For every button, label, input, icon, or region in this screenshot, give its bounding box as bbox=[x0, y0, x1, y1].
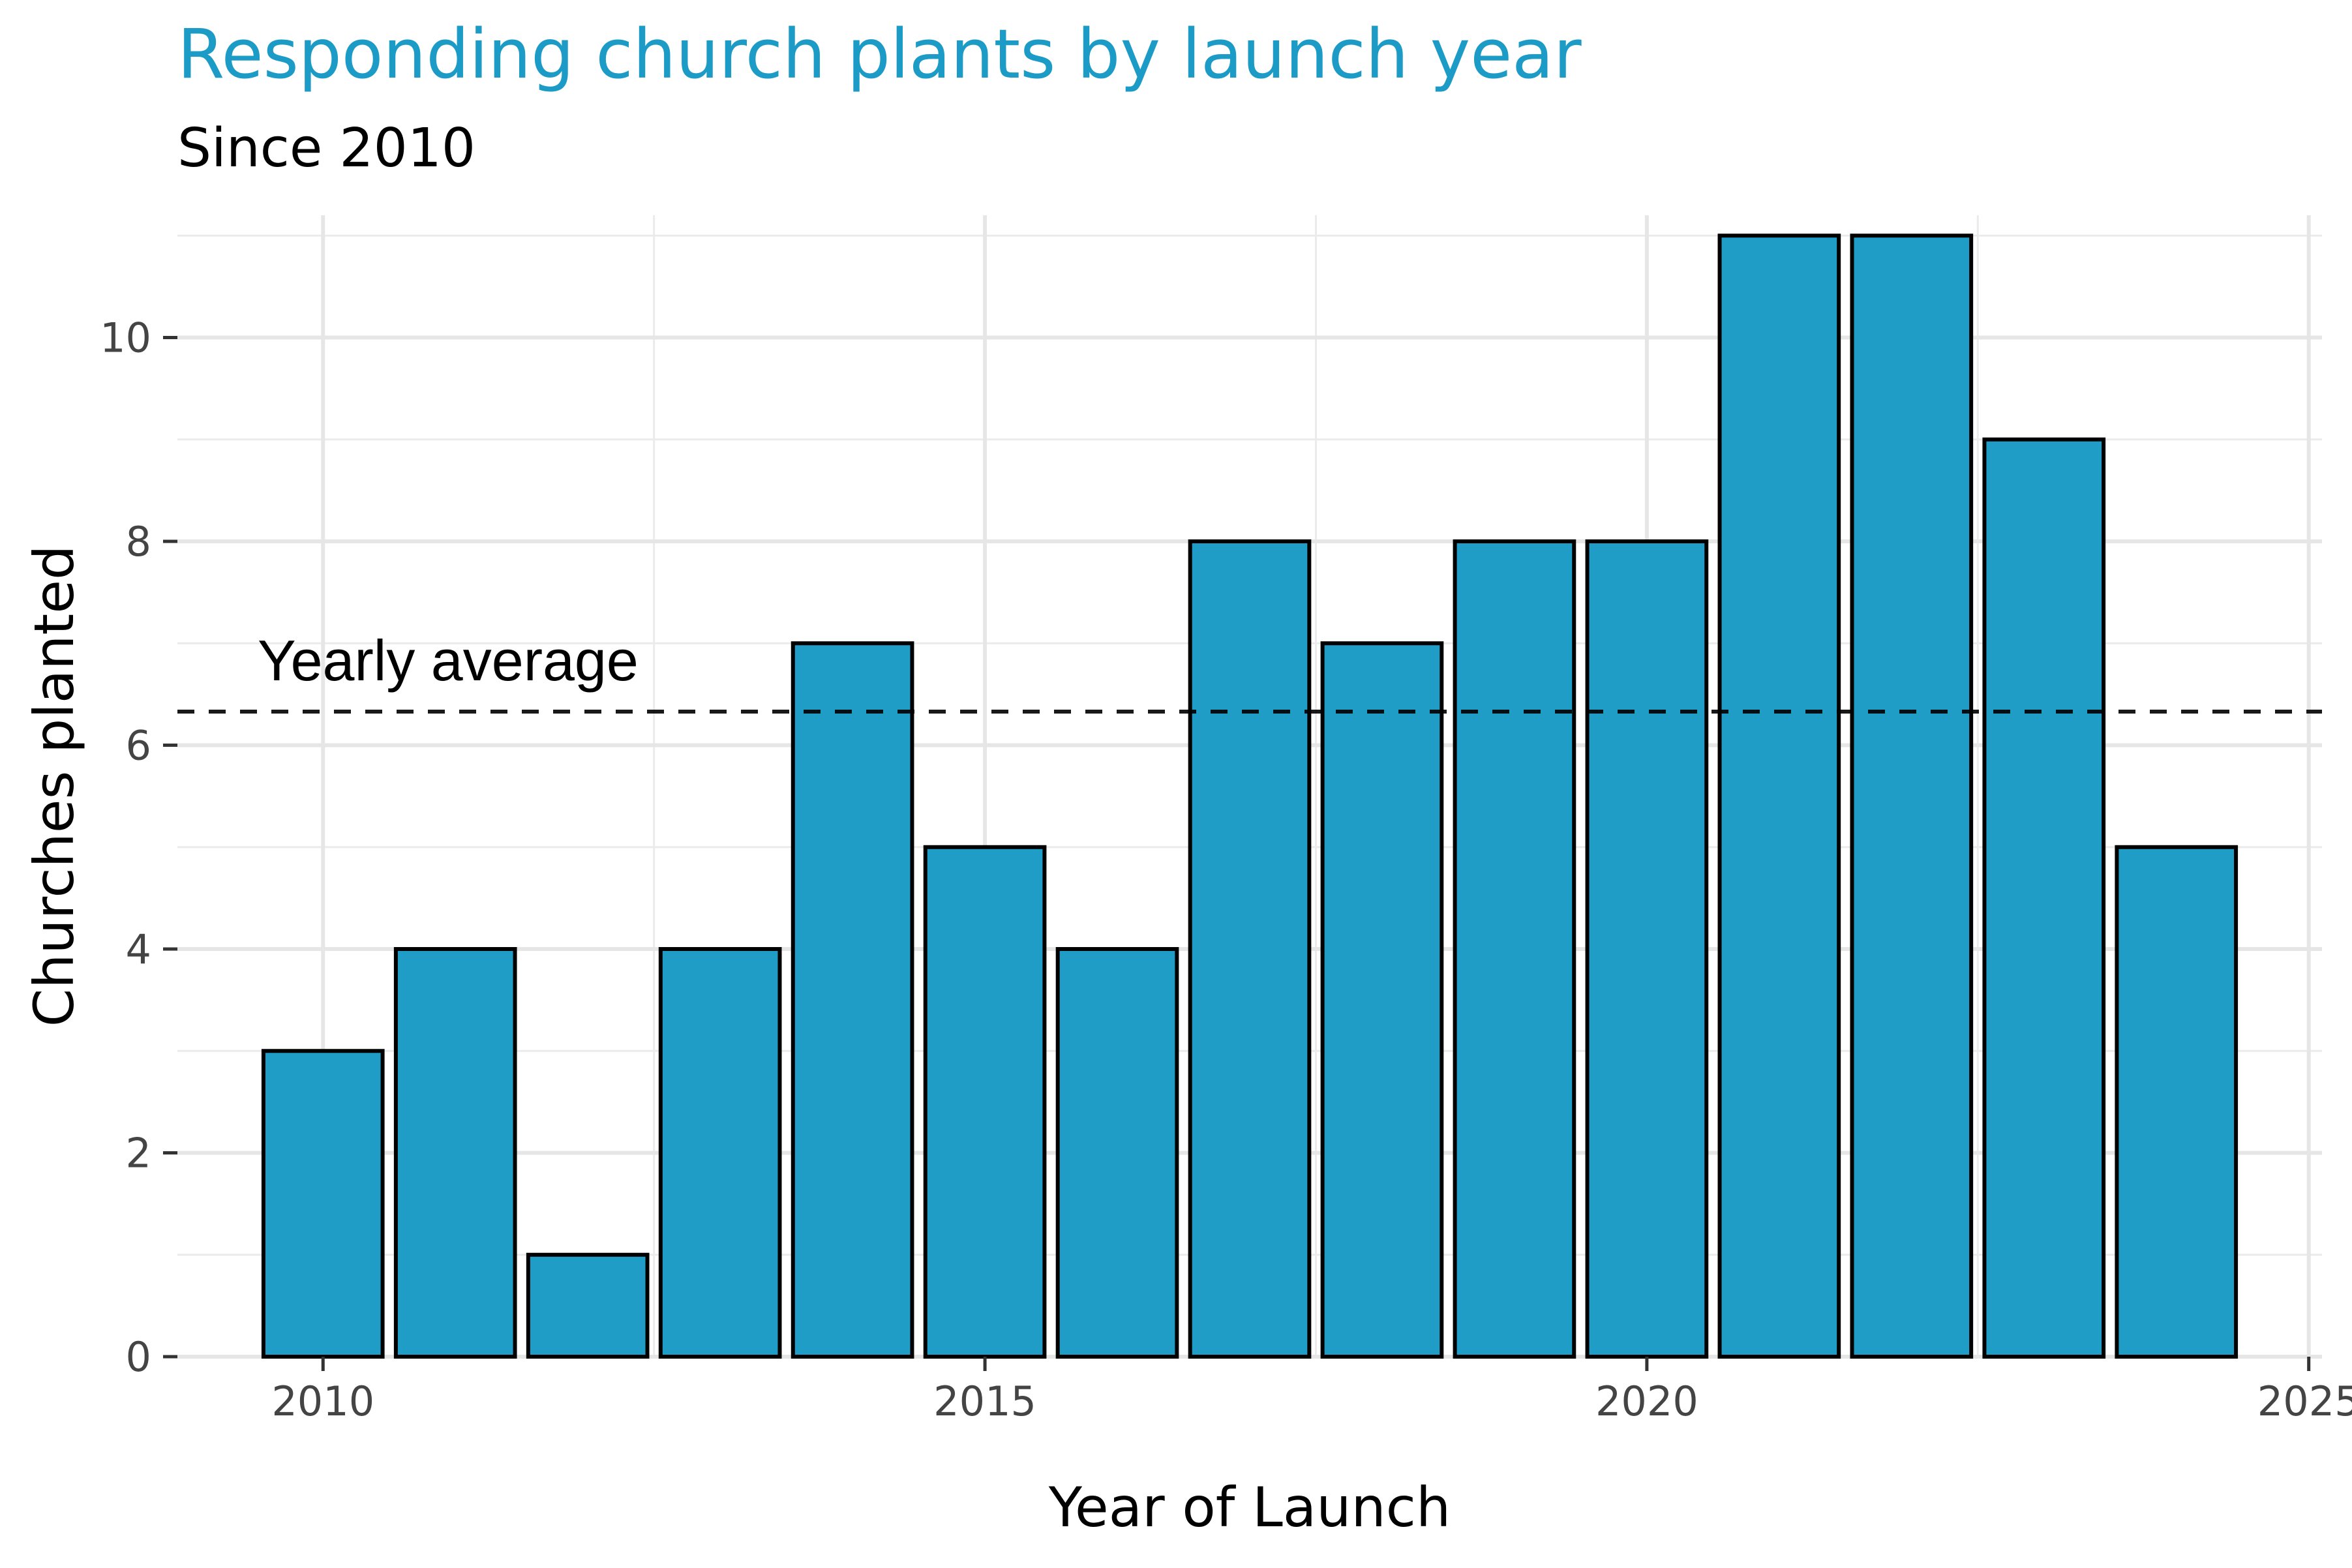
y-tick-label: 0 bbox=[126, 1333, 151, 1381]
chart-title: Responding church plants by launch year bbox=[177, 14, 1582, 94]
bar-2012 bbox=[526, 1252, 650, 1359]
bar-2013 bbox=[658, 947, 782, 1359]
bar-2023 bbox=[1982, 437, 2106, 1359]
average-line-label: Yearly average bbox=[258, 628, 639, 693]
x-tick-label: 2025 bbox=[2257, 1378, 2352, 1425]
bar-2011 bbox=[393, 947, 517, 1359]
y-axis-title: Churches planted bbox=[22, 545, 86, 1027]
x-axis-title: Year of Launch bbox=[1048, 1475, 1451, 1539]
bar-2014 bbox=[791, 641, 914, 1359]
y-tick-label: 10 bbox=[100, 314, 151, 362]
bar-2022 bbox=[1850, 234, 1974, 1359]
axis-ticks: 0 2 4 6 8 10 2010 2015 2020 2025 bbox=[100, 314, 2352, 1426]
y-tick-label: 8 bbox=[126, 518, 151, 565]
bar-2010 bbox=[261, 1049, 385, 1359]
bars bbox=[261, 234, 2239, 1359]
bar-2017 bbox=[1188, 539, 1312, 1359]
bar-2015 bbox=[923, 845, 1047, 1359]
y-tick-label: 6 bbox=[126, 722, 151, 770]
bar-2019 bbox=[1453, 539, 1576, 1359]
chart-subtitle: Since 2010 bbox=[177, 117, 476, 179]
y-tick-label: 4 bbox=[126, 926, 151, 973]
x-tick-label: 2010 bbox=[271, 1378, 374, 1425]
reference-line-group: Yearly average bbox=[177, 628, 2322, 714]
bar-2021 bbox=[1717, 234, 1841, 1359]
bar-2016 bbox=[1055, 947, 1179, 1359]
y-tick-label: 2 bbox=[126, 1130, 151, 1177]
bar-2020 bbox=[1585, 539, 1709, 1359]
x-tick-label: 2020 bbox=[1595, 1378, 1698, 1425]
bar-2018 bbox=[1320, 641, 1444, 1359]
x-tick-label: 2015 bbox=[933, 1378, 1036, 1425]
bar-2024 bbox=[2115, 845, 2239, 1359]
